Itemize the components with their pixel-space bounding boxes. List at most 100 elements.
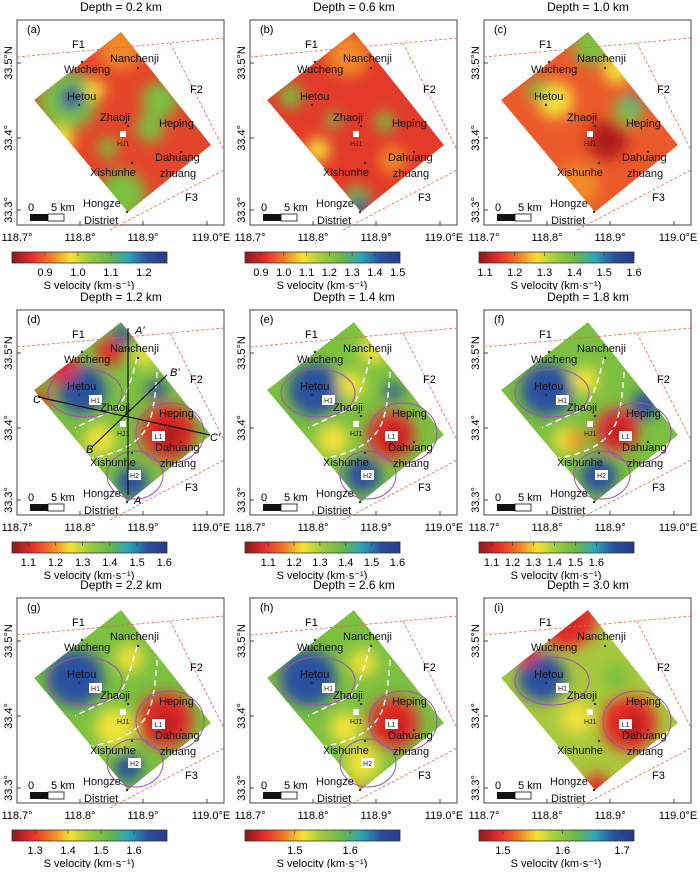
fault-label: F1 <box>305 39 318 51</box>
well-label: HJ1 <box>350 719 363 726</box>
place-label-zhaoji: Zhaoji <box>567 690 597 702</box>
scale-length: 5 km <box>51 492 75 504</box>
town-dot <box>136 644 140 648</box>
scale-length: 5 km <box>284 202 308 214</box>
map-panel: Depth = 2.6 km H1 L1 H2 Nanchenji Wucheng Heto… <box>233 578 466 870</box>
lon-tick-label: 118.9° <box>127 522 158 534</box>
boundary-line <box>307 357 371 429</box>
fault-label: F3 <box>652 482 665 494</box>
anomaly-ellipse-h1 <box>47 656 123 706</box>
fault-line-f1 <box>249 37 458 58</box>
place-label-heping: Heping <box>626 118 661 130</box>
anomaly-label-l1: L1 <box>388 434 396 441</box>
fault-label: F3 <box>652 192 665 204</box>
colorbar-label: S velocity (km·s⁻¹) <box>277 280 368 290</box>
town-dot <box>313 60 317 64</box>
place-label-zhuang: zhuang <box>160 746 196 758</box>
well-label: HJ1 <box>350 431 363 438</box>
lon-tick-label: 118.8° <box>64 522 95 534</box>
place-label-heping: Heping <box>392 118 427 130</box>
colorbar-tick-label: 1.0 <box>276 267 291 279</box>
colorbar <box>478 829 635 842</box>
lon-tick-label: 118.7° <box>468 810 499 822</box>
fault-line-f3 <box>576 169 692 231</box>
map-panel: Depth = 0.2 km Nanchenji Wucheng Hetou Zhaoj… <box>0 0 233 292</box>
place-label-xishunhe: Xishunhe <box>90 745 136 757</box>
town-dot <box>603 66 607 70</box>
fault-label: F2 <box>423 84 436 96</box>
place-label-nanchenji: Nanchenji <box>343 343 392 355</box>
fault-label: F3 <box>418 770 431 782</box>
town-dot <box>597 739 601 743</box>
place-label-zhaoji: Zhaoji <box>333 112 363 124</box>
fault-line-f3 <box>342 747 458 809</box>
well-marker <box>587 421 593 427</box>
town-dot <box>593 414 597 418</box>
fault-line-f3 <box>109 747 225 809</box>
lon-tick-label: 119.0°E <box>192 522 230 534</box>
place-label-hetou: Hetou <box>534 669 563 681</box>
lon-tick-label: 118.8° <box>297 522 328 534</box>
place-label-xishunhe: Xishunhe <box>557 457 603 469</box>
place-label-zhuang: zhuang <box>627 458 663 470</box>
scale-length: 5 km <box>518 492 542 504</box>
lon-tick-label: 118.8° <box>531 810 562 822</box>
place-label-zhaoji: Zhaoji <box>333 402 363 414</box>
panel-title: Depth = 0.6 km <box>313 0 395 14</box>
well-label: HJ1 <box>350 141 363 148</box>
anomaly-ellipse-h1 <box>280 656 356 706</box>
fault-line-f3 <box>342 169 458 231</box>
place-label-district: Distriet <box>317 505 351 517</box>
scale-bar-white <box>280 791 298 800</box>
velocity-anomaly <box>112 325 132 345</box>
town-dot <box>544 681 548 685</box>
anomaly-label-box <box>89 395 102 405</box>
colorbar-tick-label: 0.9 <box>253 267 268 279</box>
town-dot <box>544 393 548 397</box>
town-dot <box>593 702 597 706</box>
place-label-district: Distriet <box>551 793 585 805</box>
anomaly-ellipse-l1 <box>368 690 438 752</box>
scale-bar-black <box>263 792 281 799</box>
panel-label: (a) <box>27 24 40 36</box>
town-dot <box>310 103 314 107</box>
place-label-hetou: Hetou <box>67 669 96 681</box>
town-dot <box>646 440 650 444</box>
town-dot <box>412 150 416 154</box>
anomaly-ellipse-l1 <box>368 402 438 464</box>
colorbar-tick-label: 1.4 <box>60 845 75 857</box>
town-dot <box>359 702 363 706</box>
colorbar-label: S velocity (km·s⁻¹) <box>511 280 602 290</box>
anomaly-label-box <box>361 470 374 480</box>
place-label-dahuang: Dahuang <box>388 730 433 742</box>
place-label-hongze: Hongze <box>316 776 354 788</box>
place-label-hongze: Hongze <box>550 488 588 500</box>
anomaly-label-h1: H1 <box>91 398 100 405</box>
town-dot <box>310 681 314 685</box>
lon-tick-label: 118.9° <box>360 522 391 534</box>
scale-zero: 0 <box>28 780 34 792</box>
scale-bar-black <box>263 214 281 221</box>
scale-length: 5 km <box>51 202 75 214</box>
town-dot <box>130 739 134 743</box>
well-marker <box>120 421 126 427</box>
town-dot <box>597 451 601 455</box>
well-marker <box>587 709 593 715</box>
lat-tick-label: 33.5°N <box>236 336 248 370</box>
colorbar-tick-label: 1.2 <box>505 557 520 569</box>
well-label: HJ1 <box>117 431 130 438</box>
place-label-hetou: Hetou <box>67 381 96 393</box>
well-label: HJ1 <box>584 719 597 726</box>
place-label-district: Distriet <box>317 793 351 805</box>
colorbar-tick-label: 1.4 <box>567 267 582 279</box>
scale-zero: 0 <box>28 202 34 214</box>
town-dot <box>310 393 314 397</box>
town-dot <box>633 410 637 414</box>
well-marker <box>120 131 126 137</box>
town-dot <box>80 60 84 64</box>
colorbar-tick-label: 1.3 <box>75 557 90 569</box>
colorbar-tick-label: 1.5 <box>568 557 583 569</box>
scale-bar-white <box>514 791 532 800</box>
